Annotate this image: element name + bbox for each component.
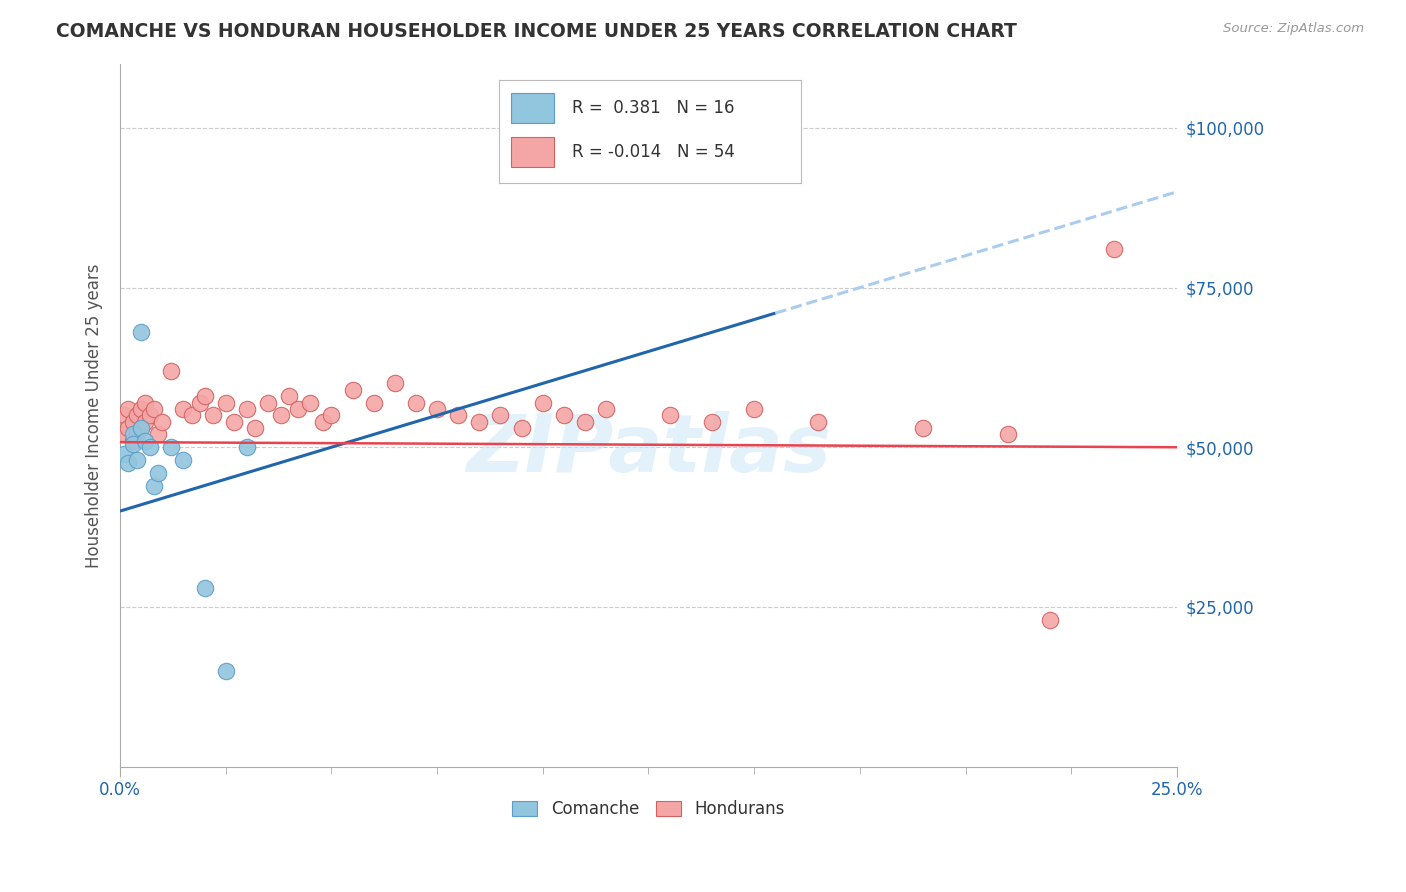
Point: [1039, 613, 1062, 627]
Point: [553, 409, 575, 423]
Point: [574, 415, 596, 429]
Point: [342, 383, 364, 397]
Point: [997, 427, 1019, 442]
Point: [129, 401, 152, 416]
Point: [180, 409, 202, 423]
Point: [129, 326, 152, 340]
Point: [700, 415, 723, 429]
Point: [299, 395, 322, 409]
Point: [142, 401, 165, 416]
Bar: [512, 136, 554, 168]
Point: [531, 395, 554, 409]
Point: [112, 447, 135, 461]
Point: [278, 389, 301, 403]
Point: [112, 427, 135, 442]
Point: [117, 456, 139, 470]
Point: [236, 440, 259, 454]
Point: [121, 427, 143, 442]
Point: [245, 421, 267, 435]
Text: COMANCHE VS HONDURAN HOUSEHOLDER INCOME UNDER 25 YEARS CORRELATION CHART: COMANCHE VS HONDURAN HOUSEHOLDER INCOME …: [56, 22, 1017, 41]
Bar: [512, 93, 554, 123]
Point: [224, 415, 246, 429]
Point: [321, 409, 343, 423]
Point: [125, 409, 148, 423]
Point: [1102, 242, 1125, 256]
Point: [468, 415, 491, 429]
Point: [129, 421, 152, 435]
Point: [287, 401, 309, 416]
Point: [150, 415, 173, 429]
Point: [426, 401, 449, 416]
Point: [125, 427, 148, 442]
Point: [215, 664, 238, 678]
Point: [121, 437, 143, 451]
Point: [201, 409, 224, 423]
Point: [125, 453, 148, 467]
Point: [215, 395, 238, 409]
Point: [188, 395, 211, 409]
Point: [121, 415, 143, 429]
Y-axis label: Householder Income Under 25 years: Householder Income Under 25 years: [86, 263, 103, 567]
Point: [742, 401, 765, 416]
Text: R =  0.381   N = 16: R = 0.381 N = 16: [572, 100, 734, 118]
Point: [257, 395, 280, 409]
Point: [312, 415, 335, 429]
Point: [807, 415, 830, 429]
Point: [489, 409, 512, 423]
Point: [129, 421, 152, 435]
Point: [384, 376, 406, 391]
Point: [121, 434, 143, 448]
Point: [510, 421, 533, 435]
Point: [134, 415, 156, 429]
Point: [112, 409, 135, 423]
Point: [447, 409, 470, 423]
Point: [159, 440, 181, 454]
Point: [117, 421, 139, 435]
Point: [405, 395, 427, 409]
Point: [363, 395, 385, 409]
Point: [142, 478, 165, 492]
Point: [117, 401, 139, 416]
Point: [270, 409, 292, 423]
Text: Source: ZipAtlas.com: Source: ZipAtlas.com: [1223, 22, 1364, 36]
Text: R = -0.014   N = 54: R = -0.014 N = 54: [572, 143, 734, 161]
Point: [172, 453, 194, 467]
Point: [134, 434, 156, 448]
Point: [193, 389, 215, 403]
Point: [193, 581, 215, 595]
Point: [134, 395, 156, 409]
Point: [912, 421, 935, 435]
Point: [236, 401, 259, 416]
Point: [138, 440, 160, 454]
Legend: Comanche, Hondurans: Comanche, Hondurans: [506, 794, 792, 825]
Point: [146, 427, 169, 442]
Text: ZIPatlas: ZIPatlas: [465, 411, 831, 490]
Point: [159, 363, 181, 377]
Point: [146, 466, 169, 480]
Point: [658, 409, 681, 423]
Point: [138, 409, 160, 423]
Point: [172, 401, 194, 416]
Point: [595, 401, 617, 416]
